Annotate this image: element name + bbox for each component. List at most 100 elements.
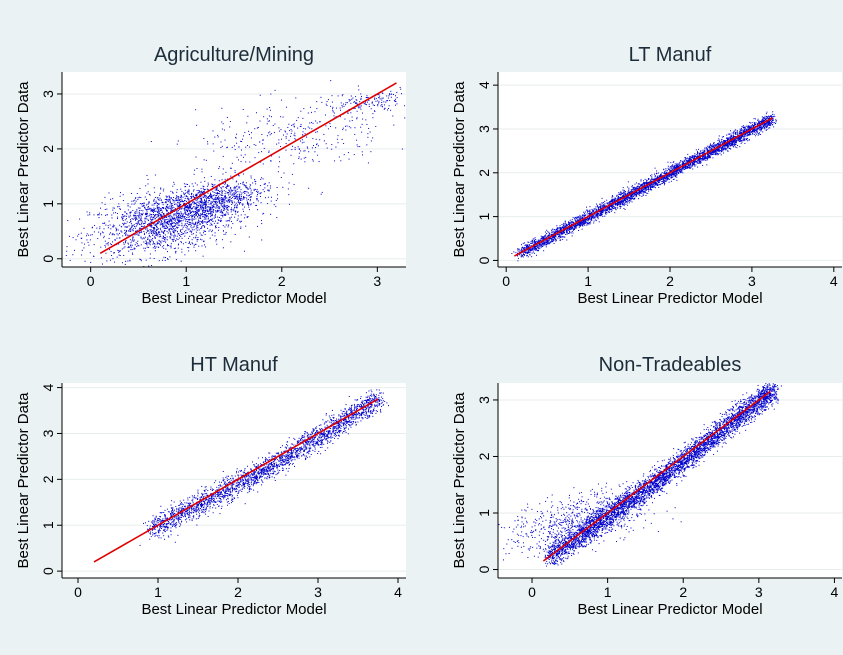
scatter-point [273,204,275,206]
scatter-point [196,201,198,203]
scatter-point [242,183,244,185]
scatter-point [725,149,727,151]
scatter-point [124,222,126,224]
scatter-point [616,204,618,206]
scatter-point [766,128,768,130]
scatter-point [644,191,646,193]
scatter-point [636,191,638,193]
scatter-point [128,228,130,230]
scatter-point [293,183,295,185]
scatter-point [170,232,172,234]
scatter-point [162,222,164,224]
scatter-point [217,229,219,231]
scatter-point [169,219,171,221]
scatter-point [171,238,173,240]
scatter-point [186,223,188,225]
scatter-point [166,209,168,211]
scatter-point [262,178,264,180]
scatter-point [314,111,316,113]
scatter-point [202,210,204,212]
scatter-point [154,196,156,198]
scatter-point [356,99,358,101]
scatter-point [155,201,157,203]
scatter-point [544,231,546,233]
scatter-point [291,124,293,126]
scatter-point [574,227,576,229]
scatter-point [207,189,209,191]
scatter-point [255,181,257,183]
scatter-point [164,237,166,239]
scatter-point [235,213,237,215]
scatter-point [213,210,215,212]
scatter-point [174,223,176,225]
scatter-point [161,202,163,204]
scatter-point [136,222,138,224]
scatter-point [157,198,159,200]
scatter-point [669,167,671,169]
scatter-point [255,183,257,185]
scatter-point [235,202,237,204]
scatter-point [239,201,241,203]
scatter-point [220,187,222,189]
scatter-point [157,235,159,237]
scatter-point [122,200,124,202]
scatter-point [143,202,145,204]
scatter-point [146,246,148,248]
scatter-point [339,116,341,118]
scatter-point [734,146,736,148]
scatter-point [643,180,645,182]
scatter-point [270,133,272,135]
scatter-point [232,210,234,212]
scatter-point [332,110,334,112]
scatter-point [173,206,175,208]
scatter-point [175,223,177,225]
scatter-point [163,219,165,221]
scatter-point [321,101,323,103]
scatter-point [300,110,302,112]
scatter-point [157,214,159,216]
scatter-point [187,208,189,210]
scatter-point [555,239,557,241]
scatter-point [232,223,234,225]
scatter-point [261,134,263,136]
scatter-point [153,233,155,235]
scatter-point [216,211,218,213]
scatter-point [638,191,640,193]
scatter-point [211,210,213,212]
scatter-point [165,206,167,208]
scatter-point [163,188,165,190]
scatter-point [132,238,134,240]
scatter-point [581,215,583,217]
scatter-point [249,161,251,163]
scatter-point [176,222,178,224]
scatter-point [233,189,235,191]
scatter-point [233,187,235,189]
scatter-point [650,175,652,177]
scatter-point [156,224,158,226]
scatter-point [640,180,642,182]
scatter-point [754,129,756,131]
scatter-point [202,201,204,203]
scatter-point [129,227,131,229]
scatter-point [167,258,169,260]
scatter-point [178,205,180,207]
scatter-point [375,125,377,127]
scatter-point [567,223,569,225]
scatter-point [175,220,177,222]
scatter-point [253,144,255,146]
scatter-point [647,188,649,190]
scatter-point [179,196,181,198]
scatter-point [580,224,582,226]
scatter-point [165,248,167,250]
scatter-point [96,214,98,216]
scatter-point [117,206,119,208]
scatter-point [107,242,109,244]
scatter-point [186,205,188,207]
scatter-point [539,243,541,245]
scatter-point [316,101,318,103]
scatter-point [253,188,255,190]
scatter-point [294,138,296,140]
scatter-point [234,190,236,192]
scatter-point [708,149,710,151]
scatter-point [242,138,244,140]
